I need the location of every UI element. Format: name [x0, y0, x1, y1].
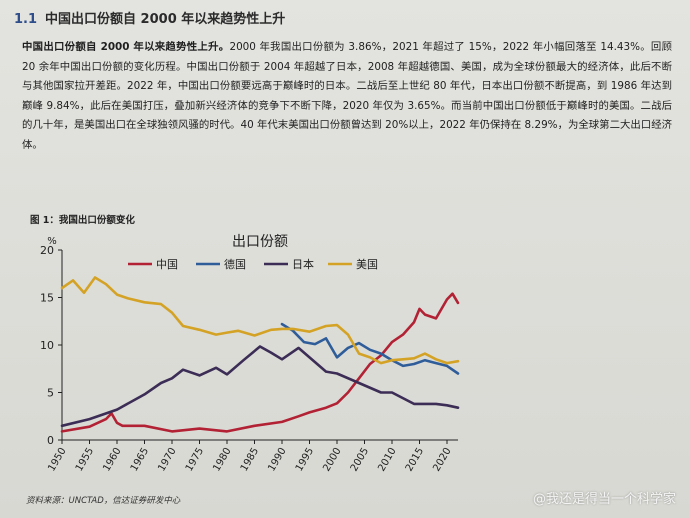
- legend-label: 美国: [356, 258, 378, 271]
- y-tick-label: 15: [40, 292, 54, 305]
- x-tick-label: 1960: [101, 446, 123, 474]
- paragraph-body: 2000 年我国出口份额为 3.86%，2021 年超过了 15%，2022 年…: [22, 41, 672, 151]
- x-tick-label: 1950: [46, 446, 68, 474]
- y-axis-unit: %: [47, 236, 57, 247]
- y-tick-label: 10: [40, 339, 54, 352]
- x-tick-label: 1995: [294, 446, 316, 474]
- x-tick-label: 1990: [266, 446, 288, 474]
- series-line-日本: [60, 345, 460, 428]
- legend-label: 中国: [156, 258, 178, 271]
- paragraph-lead: 中国出口份额自 2000 年以来趋势性上升。: [22, 41, 230, 53]
- section-title: 中国出口份额自 2000 年以来趋势性上升: [45, 12, 286, 27]
- body-paragraph: 中国出口份额自 2000 年以来趋势性上升。2000 年我国出口份额为 3.86…: [22, 38, 672, 155]
- series-line-美国: [60, 276, 460, 365]
- legend-label: 日本: [292, 257, 314, 271]
- x-tick-label: 2010: [376, 446, 398, 474]
- x-tick-label: 1955: [74, 446, 96, 474]
- x-tick-label: 1985: [239, 446, 261, 474]
- y-tick-label: 0: [47, 434, 54, 447]
- legend-label: 德国: [224, 257, 246, 271]
- series-line-中国: [60, 292, 460, 433]
- x-tick-label: 2015: [404, 446, 426, 474]
- source-note: 资料来源：UNCTAD，信达证券研发中心: [26, 496, 181, 506]
- x-tick-label: 2000: [321, 446, 343, 474]
- x-tick-label: 1965: [129, 446, 151, 474]
- x-tick-label: 2005: [349, 446, 371, 474]
- series-line-德国: [280, 322, 460, 375]
- x-tick-label: 1975: [184, 446, 206, 474]
- x-tick-label: 1970: [156, 446, 178, 474]
- section-heading: 1.1 中国出口份额自 2000 年以来趋势性上升: [14, 8, 285, 27]
- figure-title: 图 1：我国出口份额变化: [30, 215, 135, 226]
- section-number: 1.1: [14, 12, 38, 27]
- x-tick-label: 1980: [211, 446, 233, 474]
- y-tick-label: 5: [47, 387, 54, 400]
- watermark: @我还是得当一个科学家: [532, 492, 676, 507]
- y-tick-label: 20: [40, 244, 54, 257]
- chart-title: 出口份额: [232, 234, 288, 250]
- chart-lines: [60, 276, 460, 433]
- x-tick-label: 2020: [431, 446, 453, 474]
